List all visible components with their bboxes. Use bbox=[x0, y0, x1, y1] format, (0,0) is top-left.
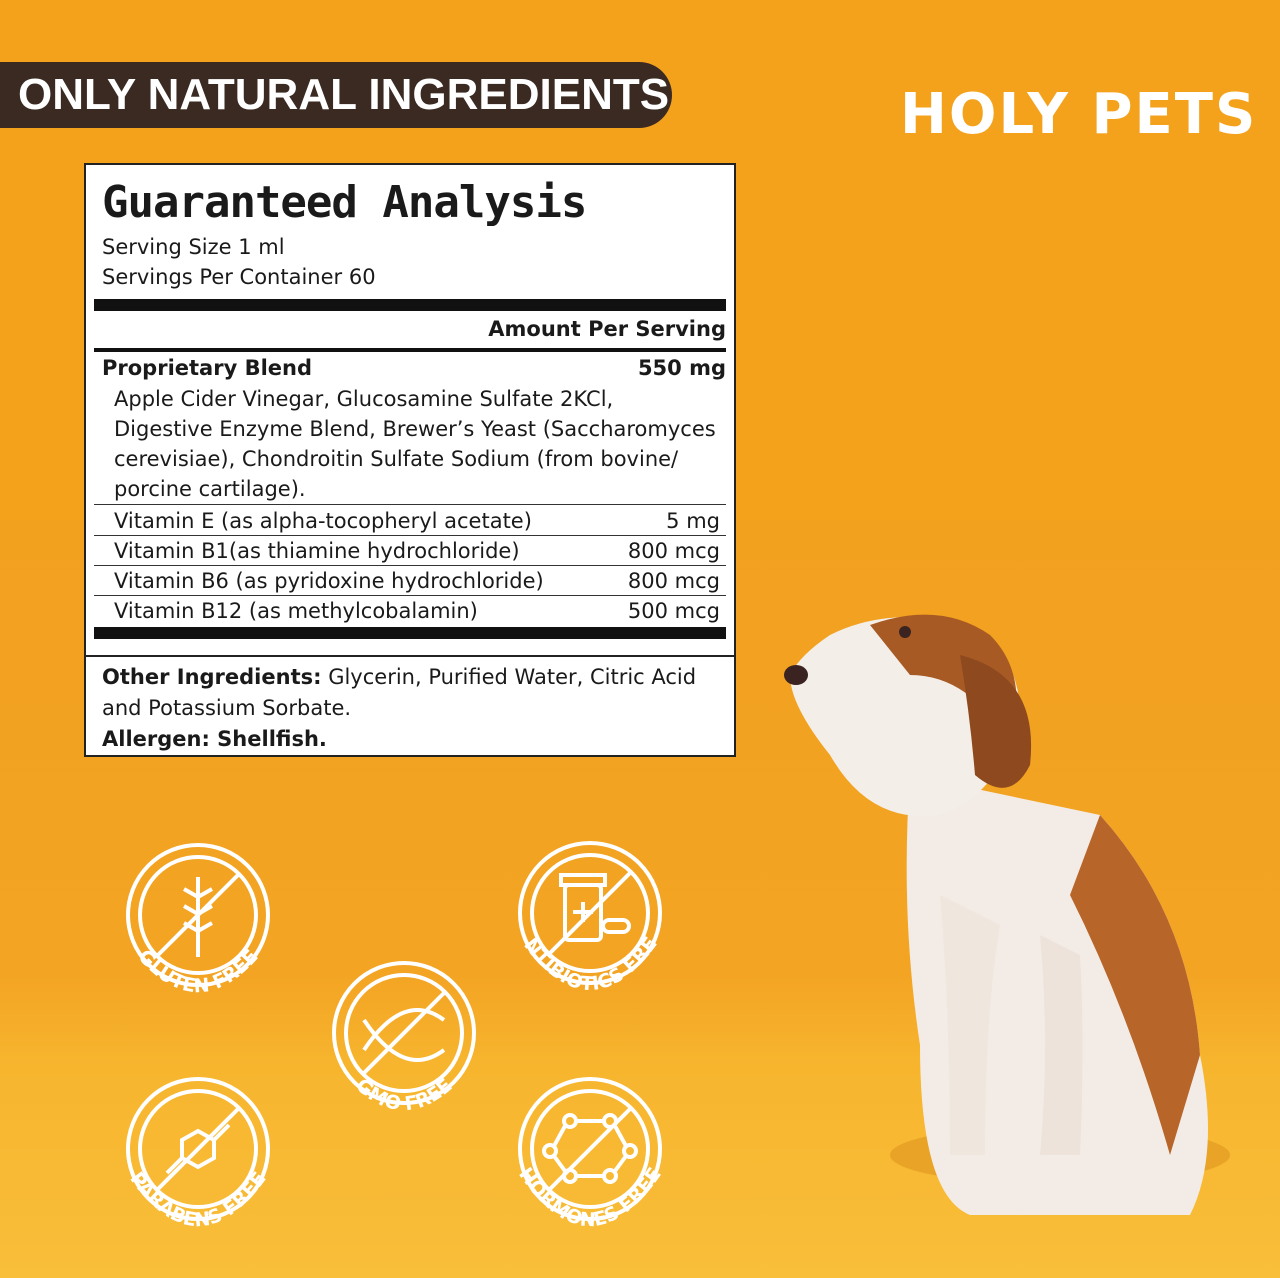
vitamin-amount: 800 mcg bbox=[627, 569, 720, 593]
blend-line: cerevisiae), Chondroitin Sulfate Sodium … bbox=[114, 447, 679, 471]
gmo-free-badge: GMO FREE bbox=[332, 961, 476, 1115]
badge-label: PARABENS FREE bbox=[125, 1168, 270, 1232]
svg-text:HORMONES FREE: HORMONES FREE bbox=[514, 1164, 666, 1232]
blend-amount: 550 mg bbox=[637, 356, 726, 380]
servings-per-container: Servings Per Container 60 bbox=[102, 265, 376, 289]
blend-name: Proprietary Blend bbox=[102, 356, 312, 380]
antibiotics-free-badge: ANTIBIOTICS FREE bbox=[505, 840, 662, 995]
divider bbox=[94, 348, 726, 352]
other-ingredients: Glycerin, Purified Water, Citric Acid bbox=[321, 665, 697, 689]
vitamin-name: Vitamin E (as alpha-tocopheryl acetate) bbox=[114, 509, 532, 533]
badge-label: HORMONES FREE bbox=[514, 1164, 666, 1232]
amount-header: Amount Per Serving bbox=[488, 317, 726, 341]
allergen: Allergen: Shellfish. bbox=[102, 727, 327, 751]
holy-pets-logo: HOLY PETS bbox=[900, 82, 1258, 147]
other-ingredients-cont: and Potassium Sorbate. bbox=[102, 696, 352, 720]
parabens-free-badge: PARABENS FREE bbox=[125, 1077, 271, 1232]
beagle-dog-photo bbox=[784, 614, 1230, 1215]
blend-line: Digestive Enzyme Blend, Brewer’s Yeast (… bbox=[114, 417, 716, 441]
vitamin-name: Vitamin B12 (as methylcobalamin) bbox=[114, 599, 478, 623]
blend-line: porcine cartilage). bbox=[114, 477, 306, 501]
vitamin-name: Vitamin B6 (as pyridoxine hydrochloride) bbox=[114, 569, 544, 593]
svg-text:GMO FREE: GMO FREE bbox=[352, 1074, 457, 1115]
vitamin-amount: 500 mcg bbox=[627, 599, 720, 623]
badge-label: GMO FREE bbox=[352, 1074, 457, 1115]
divider bbox=[94, 627, 726, 639]
svg-text:PARABENS FREE: PARABENS FREE bbox=[125, 1168, 270, 1232]
blend-line: Apple Cider Vinegar, Glucosamine Sulfate… bbox=[114, 387, 614, 411]
serving-size: Serving Size 1 ml bbox=[102, 235, 285, 259]
hormones-free-badge: HORMONES FREE bbox=[514, 1077, 666, 1232]
panel-title: Guaranteed Analysis bbox=[102, 177, 587, 228]
vitamin-amount: 800 mcg bbox=[627, 539, 720, 563]
headline-banner: ONLY NATURAL INGREDIENTS bbox=[0, 62, 672, 128]
vitamin-amount: 5 mg bbox=[666, 509, 720, 533]
divider bbox=[94, 299, 726, 311]
guaranteed-analysis-panel: Guaranteed Analysis Serving Size 1 ml Se… bbox=[84, 163, 736, 757]
gluten-free-badge: GLUTEN FREE bbox=[126, 843, 270, 997]
vitamin-name: Vitamin B1(as thiamine hydrochloride) bbox=[114, 539, 520, 563]
other-ingredients-label: Other Ingredients: bbox=[102, 665, 322, 689]
